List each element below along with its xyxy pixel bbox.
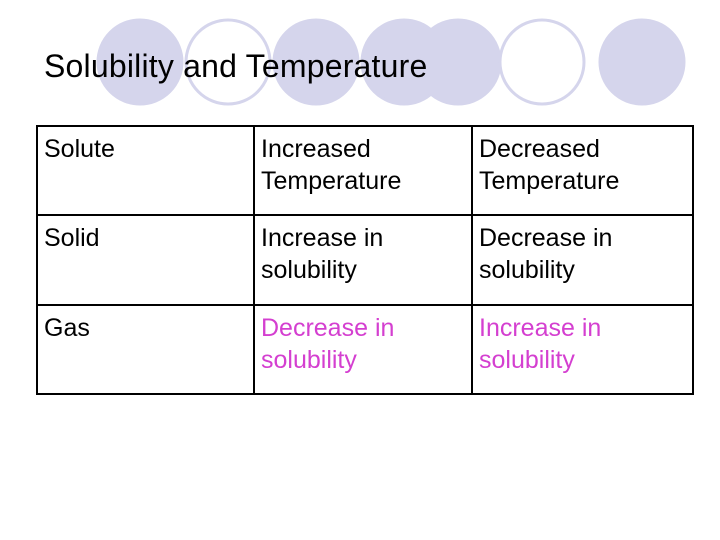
table-row-solid: Solid Increase in solubility Decrease in… (36, 214, 694, 306)
slide-title: Solubility and Temperature (44, 48, 428, 84)
header-increased-temperature: Increased Temperature (253, 124, 473, 217)
cell-gas-increased: Decrease in solubility (253, 303, 473, 396)
table-header-row: Solute Increased Temperature Decreased T… (36, 124, 694, 217)
cell-solute-gas: Gas (36, 303, 255, 396)
cell-gas-decreased: Increase in solubility (471, 303, 694, 396)
cell-solid-decreased: Decrease in solubility (471, 214, 694, 306)
solubility-table: Solute Increased Temperature Decreased T… (36, 124, 694, 396)
header-decreased-temperature: Decreased Temperature (471, 124, 694, 217)
header-solute: Solute (36, 124, 255, 217)
decorative-circles (96, 18, 686, 106)
cell-solute-solid: Solid (36, 214, 255, 306)
table-row-gas: Gas Decrease in solubility Increase in s… (36, 303, 694, 396)
cell-solid-increased: Increase in solubility (253, 214, 473, 306)
